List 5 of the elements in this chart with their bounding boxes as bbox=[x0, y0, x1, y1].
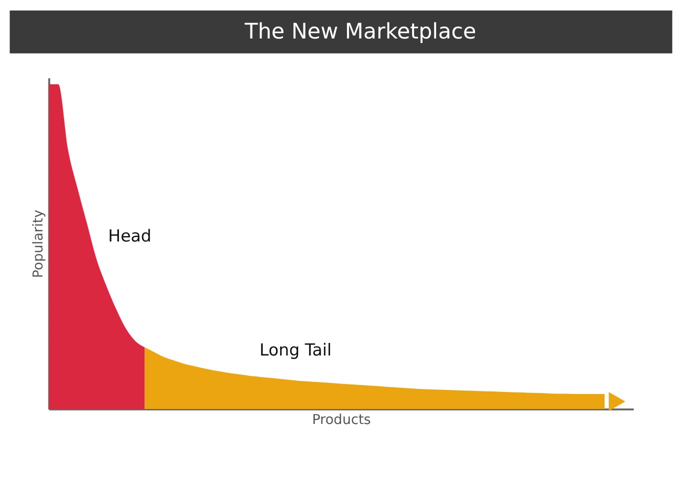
x-axis-title: Products bbox=[312, 412, 371, 428]
series-label: Head bbox=[108, 226, 152, 246]
series-label: Long Tail bbox=[260, 340, 332, 360]
chart-title: The New Marketplace bbox=[244, 20, 476, 45]
y-axis-title: Popularity bbox=[30, 210, 46, 278]
